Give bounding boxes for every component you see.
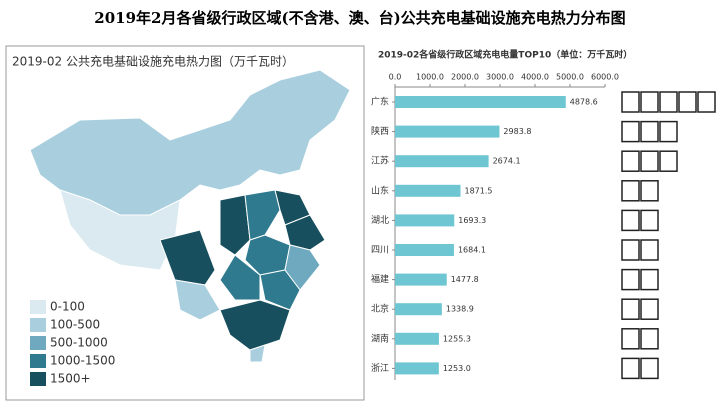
icons	[621, 91, 716, 380]
icon	[640, 357, 659, 380]
icon	[640, 239, 659, 261]
bar	[395, 214, 455, 227]
map-legend: 0-100 100-500 500-1000 1000-1500 1500+	[30, 300, 115, 386]
value-label: 1871.5	[465, 186, 493, 195]
region	[174, 279, 221, 321]
legend-label: 0-100	[50, 300, 85, 314]
map-regions	[29, 69, 351, 363]
icon	[621, 150, 640, 172]
y-tick-label: 广东	[371, 96, 389, 108]
region	[249, 344, 266, 363]
legend-swatch	[30, 354, 46, 368]
y-tick-label: 山东	[371, 184, 389, 196]
icon	[621, 268, 640, 291]
region	[159, 229, 216, 286]
x-tick-label: 0.0	[389, 73, 402, 82]
bar	[395, 332, 439, 345]
bar	[395, 155, 489, 168]
icon	[678, 91, 697, 113]
legend-swatch	[30, 336, 46, 350]
y-tick-label: 湖南	[371, 332, 389, 344]
value-label: 4878.6	[570, 98, 598, 107]
bar	[395, 125, 500, 138]
map-subtitle: 2019-02 公共充电基础设施充电热力图（万千瓦时）	[12, 54, 294, 69]
y-tick-label: 浙江	[371, 362, 389, 374]
value-label: 1253.0	[443, 364, 471, 373]
y-tick-label: 陕西	[371, 125, 389, 137]
region	[219, 254, 261, 301]
legend-swatch	[30, 318, 46, 332]
region	[284, 244, 321, 291]
icon	[640, 120, 659, 143]
region	[259, 269, 301, 311]
bar	[395, 273, 447, 286]
legend-label: 1500+	[50, 372, 91, 386]
x-tick-label: 5000.0	[556, 73, 584, 82]
value-label: 2674.1	[493, 157, 521, 166]
y-tick-label: 湖北	[371, 215, 389, 226]
icon	[697, 91, 716, 113]
value-label: 1338.9	[446, 305, 474, 314]
x-tick-label: 3000.0	[486, 73, 514, 82]
bar	[395, 184, 461, 197]
bar	[395, 244, 454, 256]
region	[219, 194, 251, 256]
value-label: 1693.3	[458, 216, 486, 225]
y-tick-label: 江苏	[371, 155, 389, 167]
region	[219, 299, 291, 351]
page-title: 2019年2月各省级行政区域(不含港、澳、台)公共充电基础设施充电热力分布图	[94, 9, 625, 27]
x-tick-label: 2000.0	[451, 73, 479, 82]
region	[284, 214, 326, 251]
icon	[640, 328, 659, 350]
x-tick-label: 4000.0	[521, 73, 549, 82]
value-label: 1255.3	[443, 334, 471, 343]
legend-label: 500-1000	[50, 336, 108, 350]
icon	[640, 298, 659, 320]
icon	[621, 209, 640, 232]
value-label: 1477.8	[451, 275, 479, 284]
icon	[659, 120, 678, 143]
legend-swatch	[30, 300, 46, 314]
legend-label: 1000-1500	[50, 354, 115, 368]
value-label: 2983.8	[503, 127, 531, 136]
icon	[640, 150, 659, 172]
legend-label: 100-500	[50, 318, 100, 332]
y-tick-label: 北京	[371, 303, 389, 315]
bar	[395, 362, 439, 375]
legend-swatch	[30, 372, 46, 386]
x-tick-label: 6000.0	[591, 73, 619, 82]
value-label: 1684.1	[458, 246, 486, 255]
icon	[621, 357, 640, 380]
icon	[659, 91, 678, 113]
x-tick-label: 1000.0	[416, 73, 444, 82]
icon	[621, 120, 640, 143]
icon	[640, 268, 659, 291]
y-tick-label: 福建	[371, 273, 389, 285]
icon	[621, 180, 640, 202]
icon	[640, 180, 659, 202]
region	[244, 189, 281, 241]
icon	[640, 209, 659, 232]
y-tick-label: 四川	[371, 246, 389, 256]
icon	[640, 91, 659, 113]
bar-title: 2019-02各省级行政区域充电电量TOP10（单位：万千瓦时）	[378, 49, 632, 61]
icon	[621, 239, 640, 261]
bar	[395, 96, 566, 108]
icon	[621, 298, 640, 320]
icon	[659, 150, 678, 172]
icon	[621, 91, 640, 113]
icon	[621, 328, 640, 350]
bar	[395, 303, 442, 316]
